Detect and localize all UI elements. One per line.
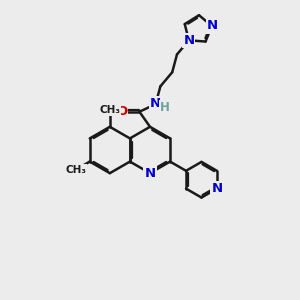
Text: N: N [212, 182, 223, 195]
Text: N: N [150, 97, 161, 110]
Text: N: N [183, 34, 194, 47]
Text: N: N [144, 167, 156, 180]
Text: CH₃: CH₃ [99, 106, 120, 116]
Text: CH₃: CH₃ [65, 165, 86, 175]
Text: N: N [207, 20, 218, 32]
Text: H: H [160, 101, 170, 114]
Text: O: O [116, 105, 127, 118]
